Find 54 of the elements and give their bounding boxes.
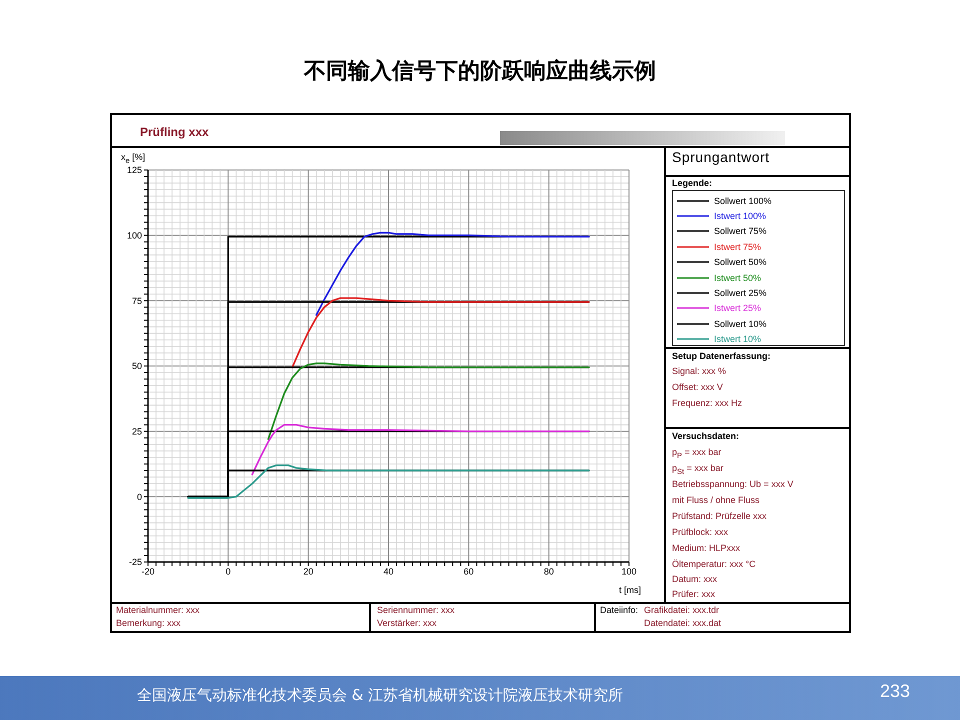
- x-tick-label: 80: [544, 566, 554, 576]
- text: Datendatei: xxx.dat: [644, 618, 722, 629]
- legend-label: Sollwert 10%: [714, 318, 767, 329]
- legend-title: Legende:: [672, 177, 714, 190]
- text: 全国液压气动标准化技术委员会 & 江苏省机械研究设计院液压技术研究所: [136, 686, 624, 704]
- x-tick-label: 0: [226, 566, 231, 576]
- legend-label: Istwert 100%: [714, 211, 766, 222]
- x-tick-label: -20: [141, 566, 155, 576]
- x-tick-label: 20: [303, 566, 314, 576]
- text: Signal: xxx %: [672, 366, 726, 377]
- legend-label: Istwert 50%: [714, 272, 762, 283]
- x-tick-label: 100: [621, 566, 637, 576]
- y-axis-title: x$_{e}$ [%]: [121, 152, 146, 165]
- x-axis-title: t [ms]: [619, 585, 641, 595]
- x-tick-label: 40: [383, 566, 394, 576]
- text: Versuchsdaten:: [672, 431, 740, 442]
- legend-label: Sollwert 100%: [714, 196, 772, 206]
- y-tick-label: 100: [126, 230, 142, 241]
- text: Dateiinfo:: [600, 605, 638, 616]
- legend-label: Istwert 75%: [714, 242, 762, 252]
- text: Setup Datenerfassung:: [672, 351, 771, 362]
- text: Prüfstand: Prüfzelle xxx: [672, 511, 767, 522]
- text: Prüfer: xxx: [672, 589, 716, 600]
- text: 233: [880, 681, 910, 703]
- text: Sprungantwort: [672, 149, 770, 166]
- legend-label: Istwert 25%: [714, 303, 762, 314]
- y-tick-label: 75: [132, 296, 142, 306]
- text: mit Fluss / ohne Fluss: [672, 495, 760, 506]
- text: Grafikdatei: xxx.tdr: [644, 605, 720, 616]
- text: Medium: HLPxxx: [672, 543, 740, 554]
- text: p$_{P}$ = xxx bar: [672, 447, 722, 460]
- text: Betriebsspannung: Ub = xxx V: [672, 479, 794, 490]
- legend-label: Sollwert 25%: [714, 288, 767, 298]
- text: p$_{St}$ = xxx bar: [672, 463, 724, 476]
- y-tick-label: -25: [128, 557, 142, 568]
- chart-title: 不同输入信号下的阶跃响应曲线示例: [302, 58, 657, 86]
- text: Datum: xxx: [672, 574, 718, 585]
- legend-label: Istwert 10%: [714, 334, 762, 344]
- legend-label: Sollwert 50%: [714, 257, 767, 268]
- x-tick-label: 60: [464, 566, 474, 576]
- text: Seriennummer: xxx: [377, 605, 455, 616]
- text: Bemerkung: xxx: [116, 618, 181, 629]
- y-tick-label: 0: [136, 492, 142, 502]
- y-tick-label: 25: [132, 426, 142, 437]
- legend-label: Sollwert 75%: [714, 226, 767, 236]
- y-tick-label: 125: [126, 165, 142, 176]
- text: Materialnummer: xxx: [116, 605, 200, 616]
- text: Öltemperatur: xxx °C: [672, 559, 756, 570]
- text: Prüfblock: xxx: [672, 527, 728, 538]
- text: Frequenz: xxx Hz: [672, 398, 742, 409]
- text: Verstärker: xxx: [377, 618, 437, 629]
- y-tick-label: 50: [132, 361, 142, 372]
- chart-subtitle: Prüfling xxx: [140, 125, 209, 139]
- text: Offset: xxx V: [672, 382, 723, 393]
